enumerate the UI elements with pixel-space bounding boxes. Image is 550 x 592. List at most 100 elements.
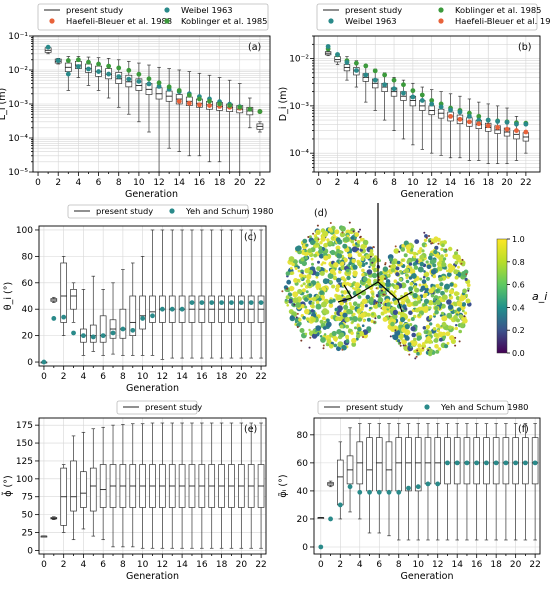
- x-tick-label: 20: [236, 560, 248, 570]
- airway-tip: [394, 329, 397, 332]
- marker-koblinger-et-al-1985: [237, 104, 243, 110]
- x-tick-label: 4: [76, 178, 82, 188]
- airway-cell: [455, 324, 458, 327]
- airway-cell: [390, 321, 395, 327]
- legend-entry: present study: [346, 402, 403, 412]
- airway-cell: [315, 303, 322, 310]
- airway-cell: [409, 345, 413, 349]
- airway-cell: [357, 252, 363, 257]
- marker-yeh-and-schum-1980: [51, 316, 57, 321]
- airway-cell: [336, 248, 340, 253]
- x-tick-label: 10: [413, 560, 425, 570]
- airway-cell: [308, 328, 311, 332]
- panel-label: (e): [244, 424, 257, 435]
- panel-label: (f): [518, 424, 529, 435]
- airway-cell: [311, 333, 318, 339]
- airway-cell: [411, 309, 415, 313]
- airway-cell: [336, 305, 343, 312]
- airway-cell: [294, 267, 298, 270]
- airway-cell: [326, 238, 330, 242]
- marker-weibel-1963: [45, 44, 51, 50]
- x-tick-label: 22: [255, 372, 266, 382]
- airway-cell: [349, 230, 353, 235]
- airway-tip: [425, 236, 428, 239]
- airway-cell: [395, 272, 400, 277]
- airway-cell: [289, 266, 293, 270]
- airway-cell: [352, 272, 358, 277]
- airway-cell: [365, 294, 371, 300]
- airway-cell: [331, 330, 337, 337]
- marker-yeh-and-schum-1980: [169, 306, 175, 312]
- airway-cell: [411, 273, 417, 279]
- airway-cell: [467, 287, 470, 291]
- airway-cell: [286, 304, 290, 307]
- axes-frame: [38, 225, 267, 367]
- airway-cell: [288, 298, 293, 304]
- airway-cell: [405, 298, 411, 304]
- airway-tip: [295, 316, 298, 319]
- airway-cell: [305, 317, 310, 321]
- marker-koblinger-et-al-1985: [176, 88, 182, 93]
- airway-cell: [401, 339, 407, 345]
- airway-cell: [361, 272, 366, 277]
- airway-cell: [341, 281, 348, 288]
- airway-cell: [322, 278, 329, 285]
- y-tick-label: 60: [22, 279, 34, 289]
- airway-cell: [407, 342, 412, 347]
- box-gen-7: [385, 441, 393, 492]
- airway-cell: [438, 264, 442, 267]
- airway-cell: [453, 269, 459, 275]
- airway-cell: [404, 329, 411, 336]
- marker-haefeli-bleuer-et-al-1988: [523, 129, 529, 135]
- marker-yeh-and-schum-1980: [81, 333, 86, 339]
- chart-panel-e: 0 25 50 75 100 125 150 175 0 2 4 6 8 10 12 14 16 18 20 22 (e…: [2, 400, 267, 582]
- airway-cell: [456, 307, 462, 312]
- airway-cell: [356, 303, 361, 308]
- y-tick-label: 150: [16, 439, 33, 449]
- marker-yeh-and-schum-1980: [199, 300, 205, 306]
- marker-koblinger-et-al-1985: [96, 61, 101, 67]
- marker-haefeli-bleuer-et-al-1988: [514, 128, 519, 134]
- airway-cell: [409, 291, 414, 296]
- y-axis-label: φ̃ᵢ (°): [278, 474, 289, 497]
- y-tick-label: 175: [16, 421, 33, 431]
- airway-cell: [396, 260, 401, 265]
- chart-panel-b: 10⁻⁴ 10⁻³ 10⁻² 0 2 4 6 8 10 12 14 16 18 20 22 (b) Genera…: [278, 3, 550, 200]
- airway-cell: [454, 260, 459, 265]
- marker-yeh-and-schum-1980: [445, 460, 450, 466]
- colorbar-tick-label: 0.0: [512, 349, 525, 358]
- y-tick-label: 80: [22, 252, 34, 262]
- legend-entry: Weibel 1963: [181, 5, 233, 15]
- legend-entry: Haefeli-Bleuer et al. 1988: [455, 16, 550, 26]
- airway-cell: [446, 341, 450, 345]
- marker-yeh-and-schum-1980: [258, 300, 264, 306]
- airway-cell: [435, 299, 441, 305]
- airway-cell: [347, 253, 353, 258]
- colorbar-tick-label: 0.4: [512, 303, 525, 312]
- airway-cell: [326, 318, 330, 323]
- marker-weibel-1963: [495, 118, 501, 124]
- airway-cell: [351, 246, 358, 253]
- airway-cell: [319, 241, 323, 245]
- airway-cell: [461, 302, 467, 307]
- airway-cell: [355, 334, 361, 339]
- airway-cell: [354, 232, 360, 238]
- airway-cell: [304, 256, 308, 260]
- airway-cell: [446, 312, 453, 319]
- x-tick-label: 8: [120, 560, 126, 570]
- airway-cell: [335, 284, 340, 289]
- airway-cell: [458, 329, 463, 334]
- marker-koblinger-et-al-1985: [363, 63, 369, 69]
- airway-cell: [391, 263, 397, 269]
- airway-cell: [423, 305, 429, 311]
- airway-tip: [465, 273, 468, 276]
- y-tick-label: 50: [22, 511, 34, 521]
- airway-cell: [289, 315, 295, 320]
- airway-cell: [425, 324, 431, 330]
- airway-cell: [439, 337, 443, 342]
- legend-frame: [67, 204, 249, 219]
- y-tick-label: 100: [16, 475, 33, 485]
- airway-cell: [325, 321, 332, 328]
- airway-cell: [371, 263, 376, 268]
- x-tick-label: 0: [41, 372, 47, 382]
